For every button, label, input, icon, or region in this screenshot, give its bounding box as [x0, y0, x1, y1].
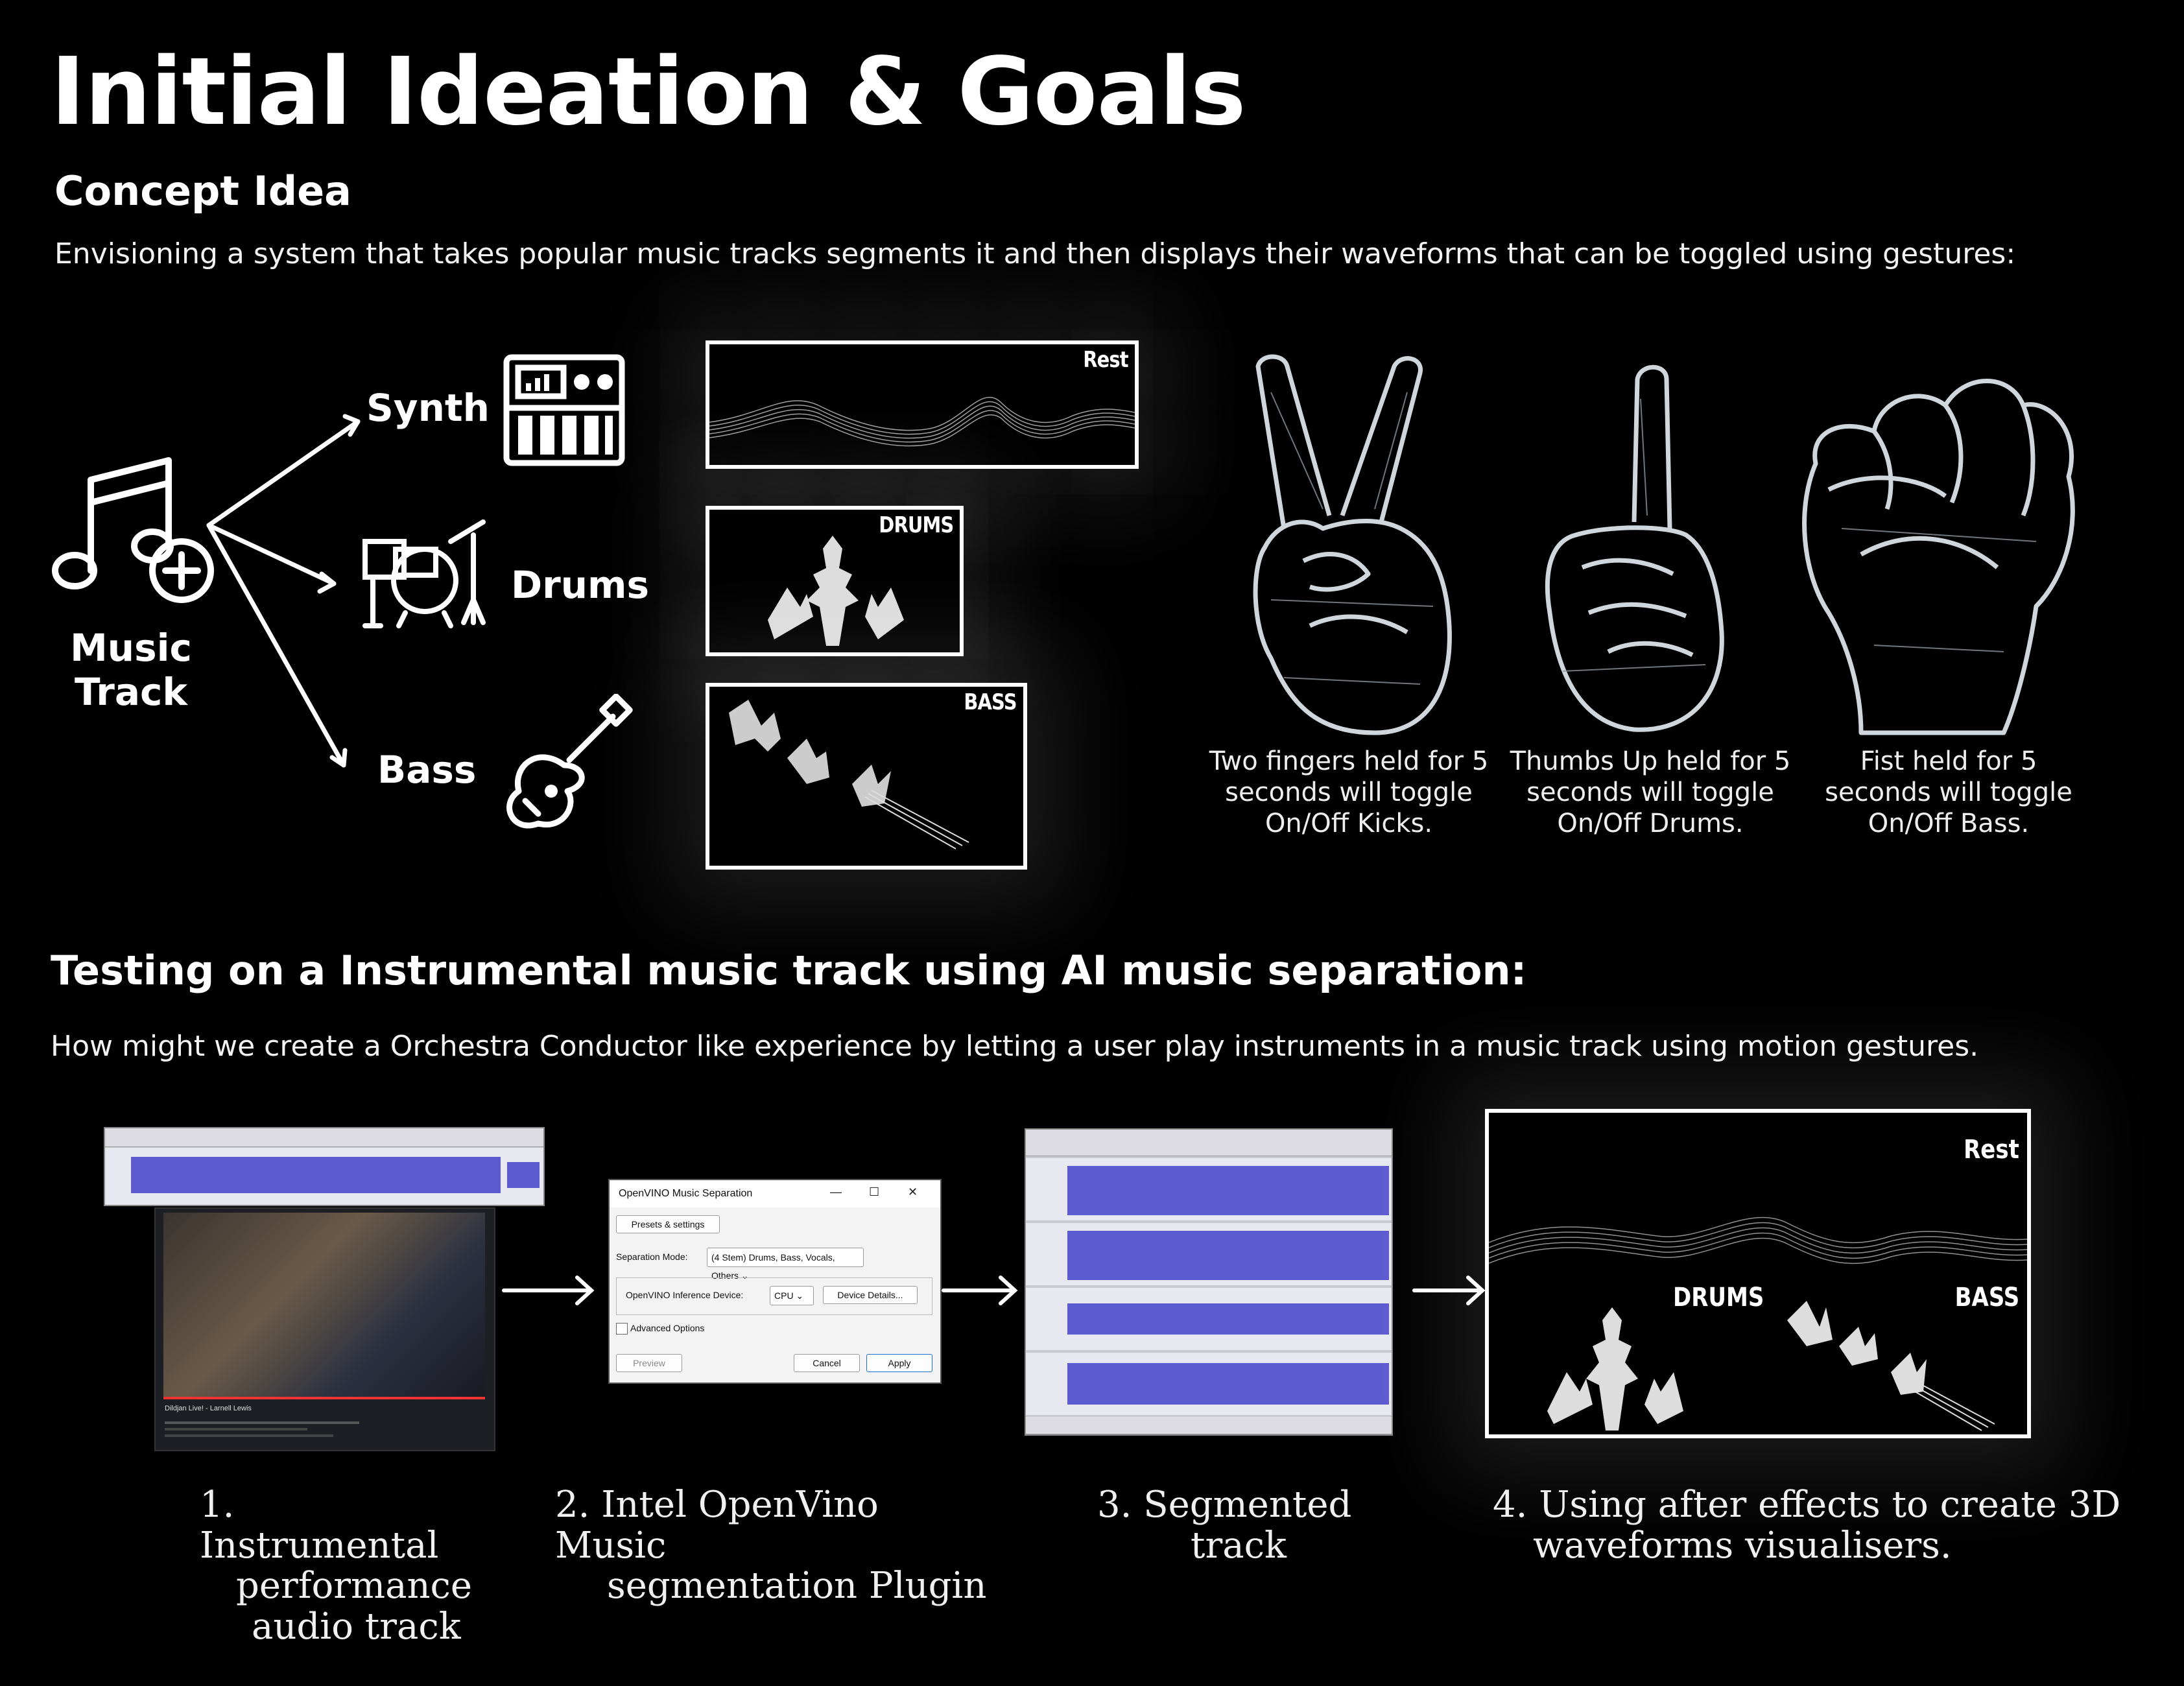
branch-label-synth: Synth	[366, 386, 490, 430]
step-3-line1: 3. Segmented	[1097, 1484, 1352, 1526]
testing-heading: Testing on a Instrumental music track us…	[51, 947, 1527, 994]
inference-device-select[interactable]: CPU ⌄	[770, 1286, 814, 1305]
branch-label-bass: Bass	[377, 748, 477, 792]
testing-question: How might we create a Orchestra Conducto…	[51, 1030, 1979, 1063]
synth-keyboard-icon	[503, 354, 625, 466]
apply-button[interactable]: Apply	[866, 1354, 932, 1372]
maximize-icon[interactable]: ☐	[869, 1185, 880, 1198]
step-4-line2: waveforms visualisers.	[1533, 1524, 1952, 1567]
step-4-caption: 4. Using after effects to create 3D wave…	[1493, 1484, 2141, 1567]
waveform-rest-graphic	[709, 397, 1135, 447]
gesture-caption-fist-line3: On/Off Bass.	[1868, 809, 2030, 838]
concept-heading: Concept Idea	[54, 167, 351, 215]
guitar-icon	[506, 694, 633, 829]
peace-sign-hand-icon	[1253, 354, 1452, 735]
source-label: Music Track	[60, 626, 202, 714]
final-drums-label: DRUMS	[1673, 1283, 1764, 1312]
advanced-options-checkbox[interactable]	[616, 1323, 628, 1335]
inference-device-value: CPU	[774, 1290, 794, 1301]
source-label-line1: Music	[70, 626, 192, 670]
drum-kit-icon	[362, 519, 486, 628]
separation-mode-label: Separation Mode:	[616, 1252, 688, 1262]
step-3-line2: track	[1191, 1524, 1287, 1567]
concept-diagram: Music Track Synth Drums Bass	[0, 311, 1167, 895]
branch-label-drums: Drums	[511, 563, 649, 607]
video-player: Dildjan Live! - Larnell Lewis	[154, 1207, 495, 1451]
gesture-caption-thumbs: Thumbs Up held for 5 seconds will toggle…	[1501, 746, 1799, 839]
gesture-caption-fist-line2: seconds will toggle	[1825, 778, 2072, 807]
advanced-options-label: Advanced Options	[630, 1323, 705, 1333]
waveform-bass-graphic	[729, 700, 969, 849]
waveform-rest-label: Rest	[1083, 347, 1129, 373]
gesture-caption-fist-line1: Fist held for 5	[1860, 746, 2037, 776]
waveform-bass-box: BASS	[706, 683, 1027, 870]
step-1-line3: audio track	[252, 1606, 461, 1648]
waveform-rest-box: Rest	[706, 340, 1139, 469]
step-1-line2: performance	[236, 1565, 473, 1608]
device-details-button[interactable]: Device Details...	[823, 1286, 918, 1304]
gesture-caption-thumbs-line2: seconds will toggle	[1526, 778, 1774, 807]
gesture-caption-thumbs-line3: On/Off Drums.	[1557, 809, 1744, 838]
dialog-titlebar: OpenVINO Music Separation — ☐ ✕	[610, 1180, 940, 1207]
waveform-drums-box: DRUMS	[706, 506, 964, 656]
gesture-caption-peace-line3: On/Off Kicks.	[1264, 809, 1433, 838]
inference-device-label: OpenVINO Inference Device:	[626, 1290, 744, 1300]
gesture-caption-thumbs-line1: Thumbs Up held for 5	[1510, 746, 1791, 776]
thumbs-up-hand-icon	[1545, 364, 1724, 732]
video-meta	[165, 1418, 482, 1443]
final-rest-label: Rest	[1964, 1135, 2019, 1165]
waveform-drums-label: DRUMS	[878, 512, 954, 538]
gesture-caption-peace-line1: Two fingers held for 5	[1209, 746, 1489, 776]
step-4-line1: 4. Using after effects to create 3D	[1493, 1484, 2121, 1526]
cancel-button[interactable]: Cancel	[794, 1354, 860, 1372]
music-note-plus-icon	[52, 457, 214, 603]
dialog-title: OpenVINO Music Separation	[619, 1188, 753, 1199]
final-visualiser-box: Rest DRUMS BASS	[1485, 1109, 2031, 1438]
step-2-caption: 2. Intel OpenVino Music segmentation Plu…	[555, 1484, 996, 1608]
waveform-bass-label: BASS	[964, 689, 1017, 715]
arrow-to-synth	[206, 419, 361, 528]
gesture-caption-peace-line2: seconds will toggle	[1225, 778, 1473, 807]
gesture-caption-fist: Fist held for 5 seconds will toggle On/O…	[1803, 746, 2095, 839]
video-progress[interactable]	[163, 1397, 485, 1399]
minimize-icon[interactable]: —	[830, 1185, 842, 1198]
step-3-caption: 3. Segmented track	[1097, 1484, 1357, 1567]
separation-mode-value: (4 Stem) Drums, Bass, Vocals, Others	[711, 1252, 835, 1281]
video-title: Dildjan Live! - Larnell Lewis	[165, 1405, 252, 1412]
chevron-down-icon: ⌄	[741, 1270, 749, 1281]
step-arrow-2	[942, 1276, 1018, 1305]
presets-button[interactable]: Presets & settings	[616, 1215, 720, 1233]
gesture-caption-peace: Two fingers held for 5 seconds will togg…	[1200, 746, 1498, 839]
page-title: Initial Ideation & Goals	[51, 37, 1246, 146]
step-arrow-3	[1412, 1276, 1486, 1305]
device-group: OpenVINO Inference Device: CPU ⌄ Device …	[616, 1277, 932, 1315]
step-arrow-1	[502, 1276, 595, 1305]
step-2-line1: 2. Intel OpenVino Music	[555, 1484, 879, 1567]
step-1-line1: 1. Instrumental	[200, 1484, 439, 1567]
arrow-to-drums	[206, 523, 337, 586]
preview-button[interactable]: Preview	[616, 1354, 682, 1372]
openvino-dialog: OpenVINO Music Separation — ☐ ✕ Presets …	[608, 1179, 942, 1384]
source-label-line2: Track	[75, 670, 187, 714]
close-icon[interactable]: ✕	[908, 1185, 918, 1198]
segmented-tracks-editor	[1025, 1128, 1393, 1436]
chevron-down-icon: ⌄	[796, 1290, 804, 1301]
branch-arrows	[206, 414, 361, 768]
step-1-caption: 1. Instrumental performance audio track	[200, 1484, 473, 1648]
waveform-drums-graphic	[768, 536, 904, 646]
final-visualiser-graphic	[1489, 1217, 2027, 1431]
separation-mode-select[interactable]: (4 Stem) Drums, Bass, Vocals, Others ⌄	[707, 1248, 864, 1281]
fist-hand-icon	[1802, 379, 2075, 735]
video-frame[interactable]	[163, 1213, 485, 1398]
arrow-to-bass	[206, 523, 346, 768]
concept-description: Envisioning a system that takes popular …	[54, 237, 2016, 270]
final-bass-label: BASS	[1954, 1283, 2019, 1312]
audio-editor-strip	[104, 1127, 545, 1206]
step-2-line2: segmentation Plugin	[607, 1565, 987, 1608]
